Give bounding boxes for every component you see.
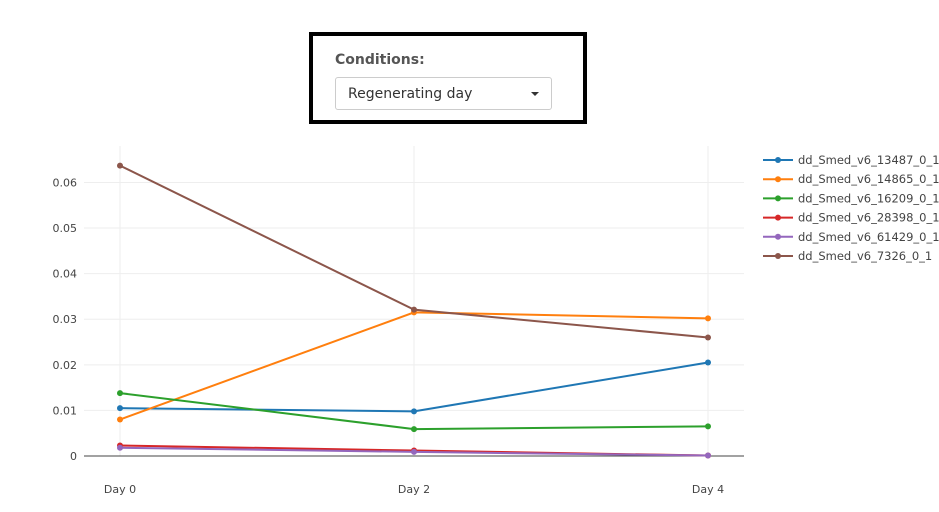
data-point bbox=[117, 444, 123, 451]
y-tick-label: 0.02 bbox=[53, 359, 78, 372]
data-point bbox=[705, 452, 711, 459]
data-point bbox=[411, 408, 417, 415]
data-point bbox=[705, 423, 711, 430]
series-group bbox=[117, 444, 711, 459]
legend-marker bbox=[775, 195, 781, 202]
data-point bbox=[411, 426, 417, 433]
data-point bbox=[411, 306, 417, 313]
legend-item: dd_Smed_v6_61429_0_1 bbox=[763, 230, 939, 244]
data-point bbox=[117, 405, 123, 412]
data-point bbox=[117, 390, 123, 397]
caret-down-icon bbox=[531, 92, 539, 96]
x-tick-label: Day 4 bbox=[692, 483, 724, 496]
conditions-panel: Conditions: Regenerating day bbox=[309, 32, 587, 124]
x-tick-label: Day 2 bbox=[398, 483, 430, 496]
series-group bbox=[117, 162, 711, 341]
legend-marker bbox=[775, 176, 781, 183]
legend-label: dd_Smed_v6_16209_0_1 bbox=[798, 191, 939, 205]
x-tick-label: Day 0 bbox=[104, 483, 136, 496]
y-tick-label: 0.06 bbox=[53, 176, 78, 189]
conditions-dropdown-value: Regenerating day bbox=[348, 86, 473, 102]
chart-axes: 0 0.01 0.02 0.03 0.04 0.05 0.06 Day 0 Day 2 Day 4 bbox=[53, 176, 744, 496]
legend-label: dd_Smed_v6_13487_0_1 bbox=[798, 153, 939, 167]
chart-legend: dd_Smed_v6_13487_0_1 dd_Smed_v6_14865_0_1… bbox=[763, 153, 939, 263]
legend-item: dd_Smed_v6_28398_0_1 bbox=[763, 211, 939, 225]
conditions-dropdown[interactable]: Regenerating day bbox=[335, 77, 552, 110]
legend-marker bbox=[775, 214, 781, 221]
legend-marker bbox=[775, 233, 781, 240]
data-point bbox=[705, 359, 711, 366]
legend-item: dd_Smed_v6_7326_0_1 bbox=[763, 249, 932, 263]
data-point bbox=[705, 315, 711, 322]
y-tick-label: 0.01 bbox=[53, 404, 78, 417]
series-group bbox=[117, 359, 711, 415]
legend-item: dd_Smed_v6_14865_0_1 bbox=[763, 172, 939, 186]
data-point bbox=[117, 162, 123, 169]
series-group bbox=[117, 390, 711, 433]
legend-label: dd_Smed_v6_14865_0_1 bbox=[798, 172, 939, 186]
chart-grid bbox=[84, 146, 744, 456]
legend-marker bbox=[775, 157, 781, 163]
data-point bbox=[411, 448, 417, 455]
chart-series bbox=[117, 162, 711, 459]
legend-label: dd_Smed_v6_61429_0_1 bbox=[798, 230, 939, 244]
legend-label: dd_Smed_v6_7326_0_1 bbox=[798, 249, 932, 263]
legend-item: dd_Smed_v6_16209_0_1 bbox=[763, 191, 939, 205]
data-point bbox=[705, 334, 711, 341]
y-tick-label: 0.04 bbox=[53, 268, 78, 281]
data-point bbox=[117, 416, 123, 423]
legend-label: dd_Smed_v6_28398_0_1 bbox=[798, 211, 939, 225]
legend-marker bbox=[775, 253, 781, 259]
y-tick-label: 0 bbox=[70, 450, 77, 463]
legend-item: dd_Smed_v6_13487_0_1 bbox=[763, 153, 939, 167]
y-tick-label: 0.05 bbox=[53, 222, 78, 235]
y-tick-label: 0.03 bbox=[53, 313, 78, 326]
conditions-label: Conditions: bbox=[335, 52, 425, 68]
